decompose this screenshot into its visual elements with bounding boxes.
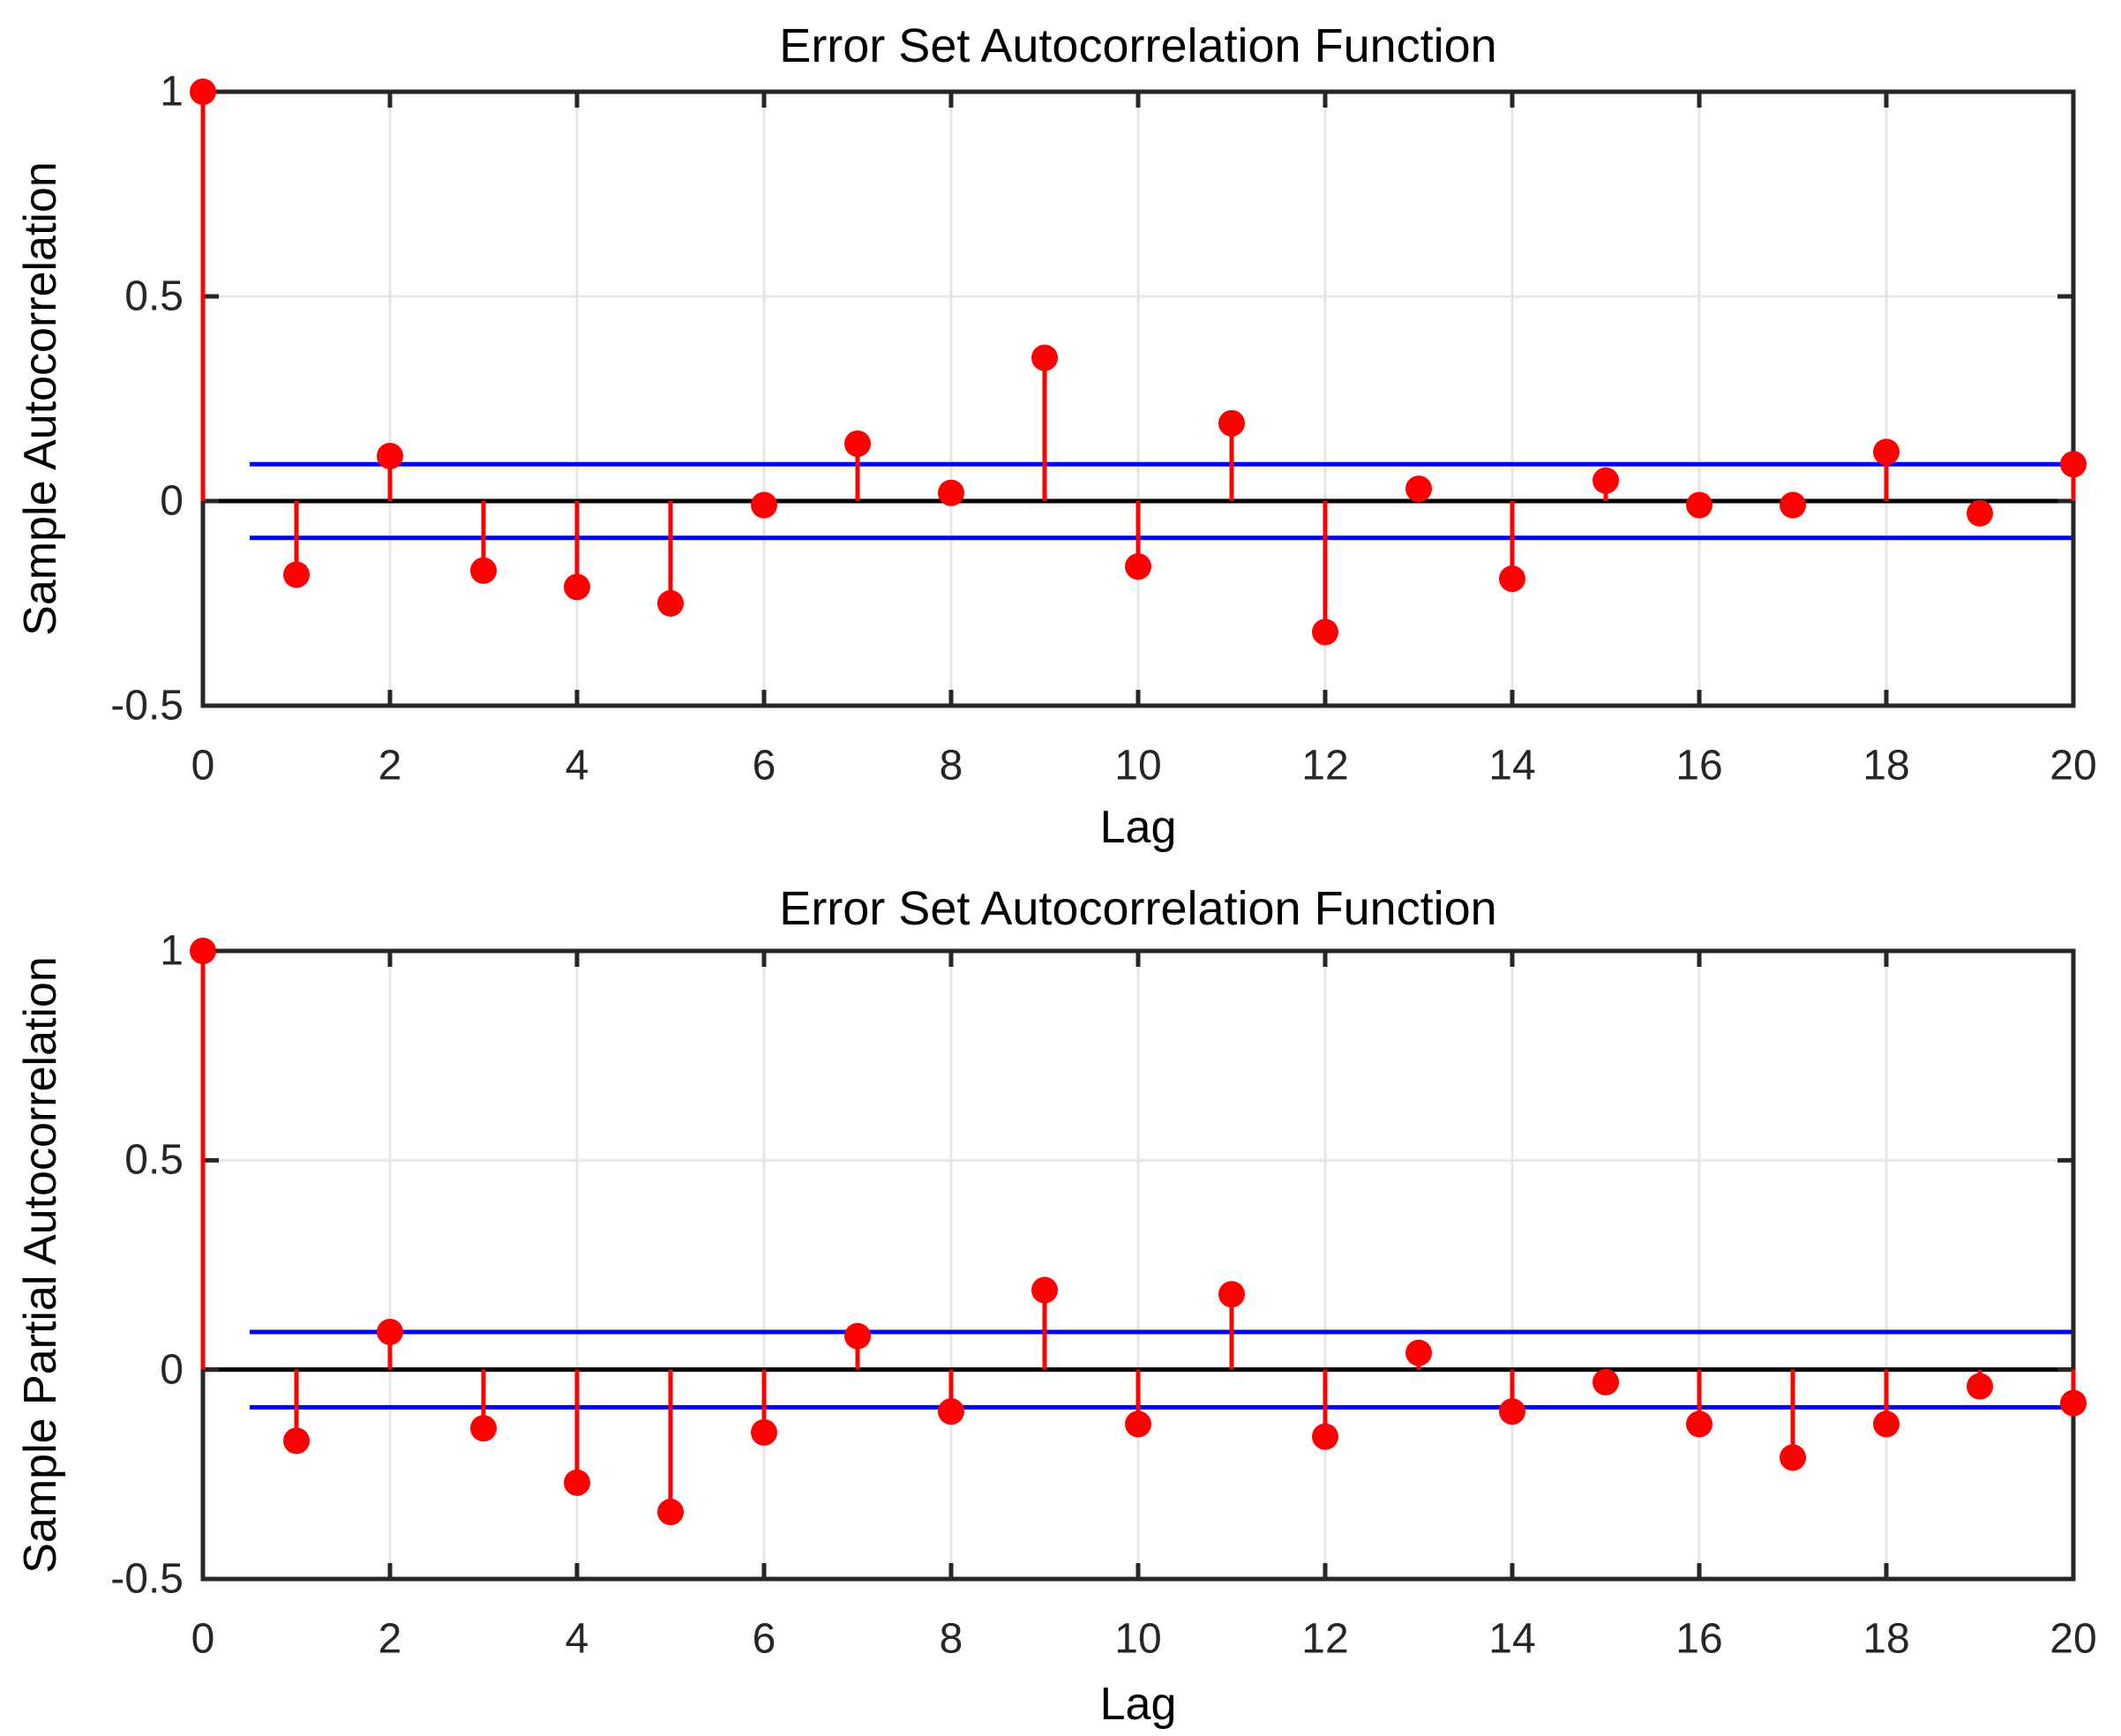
acf-title: Error Set Autocorrelation Function: [779, 19, 1497, 72]
x-tick-label: 8: [939, 1615, 963, 1663]
stem-marker: [1686, 491, 1713, 519]
x-tick-label: 10: [1114, 742, 1162, 789]
stem-marker: [1125, 553, 1151, 580]
stem-marker: [470, 1415, 497, 1442]
stem-marker: [1499, 1398, 1525, 1425]
stem-marker: [1031, 344, 1058, 371]
stem-marker: [1593, 1368, 1619, 1396]
y-tick-label: 0.5: [124, 1136, 184, 1184]
grid: [201, 90, 2075, 707]
y-tick-label: -0.5: [110, 682, 184, 730]
stem-marker: [564, 1469, 590, 1496]
stem-marker: [938, 479, 964, 506]
grid: [201, 949, 2075, 1581]
x-tick-label: 14: [1488, 1615, 1536, 1663]
stem-marker: [844, 430, 871, 458]
y-tick-label: -0.5: [110, 1555, 184, 1603]
stem-marker: [1031, 1276, 1058, 1304]
stem-marker: [1405, 1339, 1432, 1366]
stem-series: [190, 938, 2087, 1526]
pacf-ylabel: Sample Partial Autocorrelation: [15, 956, 66, 1574]
y-tick-label: 0.5: [124, 273, 184, 320]
stem-marker: [1780, 491, 1806, 519]
stem-marker: [283, 1427, 310, 1455]
stem-marker: [2060, 451, 2087, 478]
stem-marker: [1499, 565, 1525, 593]
stem-marker: [1593, 467, 1619, 494]
stem-marker: [657, 590, 684, 617]
x-tick-label: 2: [378, 1615, 402, 1663]
x-tick-label: 20: [2050, 742, 2097, 789]
stem-marker: [657, 1499, 684, 1526]
stem-marker: [751, 491, 777, 519]
stem-marker: [1873, 1410, 1900, 1438]
pacf-title: Error Set Autocorrelation Function: [779, 882, 1497, 935]
x-tick-label: 0: [191, 1615, 215, 1663]
x-tick-label: 2: [378, 742, 402, 789]
x-tick-label: 10: [1114, 1615, 1162, 1663]
stem-marker: [1873, 438, 1900, 466]
stem-marker: [190, 938, 216, 964]
stem-marker: [1218, 409, 1245, 437]
stem-marker: [283, 561, 310, 588]
stem-marker: [1686, 1410, 1713, 1438]
stem-marker: [1967, 1373, 1993, 1400]
stem-marker: [377, 442, 403, 469]
stem-marker: [1125, 1410, 1151, 1438]
stem-marker: [751, 1418, 777, 1446]
confidence-bounds: [250, 1329, 2073, 1410]
stem-marker: [1312, 1423, 1338, 1450]
x-tick-label: 0: [191, 742, 215, 789]
stem-marker: [1405, 475, 1432, 503]
x-tick-label: 18: [1862, 742, 1910, 789]
pacf-xlabel: Lag: [1099, 1679, 1177, 1730]
stem-marker: [564, 573, 590, 601]
y-tick-label: 0: [160, 477, 184, 525]
acf-ylabel: Sample Autocorrelation: [15, 161, 66, 636]
y-tick-label: 0: [160, 1346, 184, 1394]
stem-series: [190, 79, 2087, 646]
x-tick-label: 16: [1675, 742, 1723, 789]
stem-marker: [938, 1398, 964, 1425]
x-tick-label: 12: [1301, 1615, 1349, 1663]
x-tick-label: 16: [1675, 1615, 1723, 1663]
stem-marker: [190, 79, 216, 105]
confidence-bounds: [250, 461, 2073, 541]
x-tick-label: 20: [2050, 1615, 2097, 1663]
stem-marker: [1312, 618, 1338, 646]
y-tick-label: 1: [160, 927, 184, 975]
x-tick-label: 18: [1862, 1615, 1910, 1663]
stem-marker: [844, 1322, 871, 1350]
stem-marker: [377, 1318, 403, 1345]
stem-marker: [1780, 1444, 1806, 1471]
x-tick-label: 4: [565, 742, 589, 789]
acf-xlabel: Lag: [1099, 802, 1177, 853]
x-tick-label: 6: [752, 742, 776, 789]
x-tick-label: 6: [752, 1615, 776, 1663]
stem-marker: [1218, 1281, 1245, 1308]
x-tick-label: 8: [939, 742, 963, 789]
y-tick-label: 1: [160, 68, 184, 116]
x-tick-label: 12: [1301, 742, 1349, 789]
x-tick-label: 14: [1488, 742, 1536, 789]
stem-marker: [1967, 499, 1993, 527]
x-tick-label: 4: [565, 1615, 589, 1663]
stem-marker: [470, 557, 497, 584]
stem-marker: [2060, 1389, 2087, 1417]
